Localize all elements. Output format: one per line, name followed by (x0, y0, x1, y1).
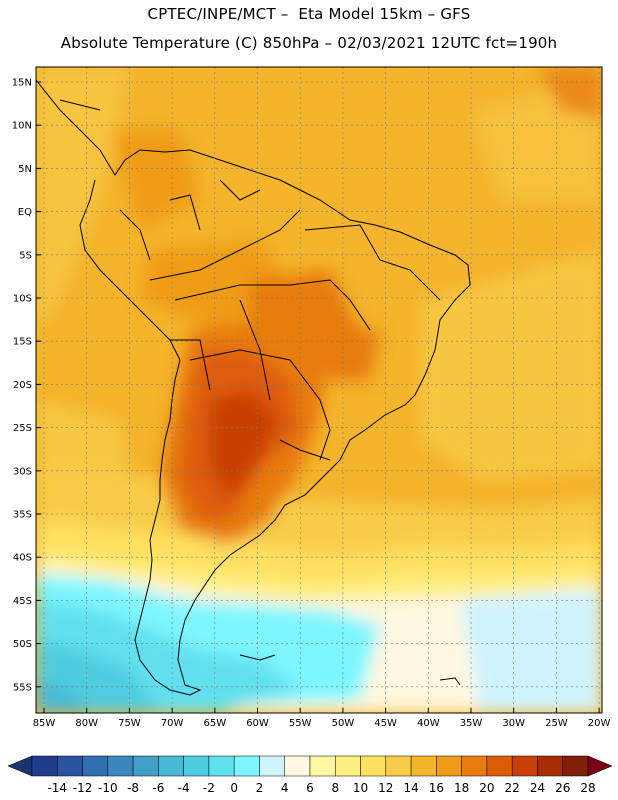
lon-tick-label: 75W (118, 718, 141, 729)
lon-tick-label: 65W (203, 718, 226, 729)
colorbar-label: 10 (353, 781, 368, 795)
map-subtitle: Absolute Temperature (C) 850hPa – 02/03/… (60, 34, 558, 52)
lon-tick-label: 20W (588, 718, 611, 729)
lat-tick-label: 35S (13, 510, 32, 521)
colorbar-swatch (309, 755, 336, 777)
colorbar-label: -14 (47, 781, 67, 795)
colorbar-label: 8 (331, 781, 339, 795)
colorbar-label: 0 (230, 781, 238, 795)
colorbar-swatch (82, 755, 109, 777)
colorbar-label: -2 (203, 781, 215, 795)
colorbar-swatch (360, 755, 387, 777)
colorbar-label: 26 (555, 781, 570, 795)
colorbar-swatch (511, 755, 538, 777)
colorbar-label: 28 (580, 781, 595, 795)
map-frame (35, 66, 603, 714)
colorbar-swatch (410, 755, 437, 777)
colorbar-swatch (385, 755, 412, 777)
colorbar-swatch (183, 755, 210, 777)
colorbar-label: 12 (378, 781, 393, 795)
lon-tick-label: 70W (161, 718, 184, 729)
colorbar-label: -4 (178, 781, 190, 795)
colorbar-label: 24 (530, 781, 545, 795)
colorbar-swatch (107, 755, 134, 777)
lat-tick-label: 15N (12, 78, 32, 89)
lon-tick-label: 35W (460, 718, 483, 729)
lat-tick-label: 5S (19, 250, 32, 261)
colorbar-label: 2 (256, 781, 264, 795)
lon-tick-label: 60W (246, 718, 269, 729)
longitude-axis: 85W 80W 75W 70W 65W 60W 55W 50W 45W 40W 35W 30W 25W 2… (33, 708, 611, 729)
colorbar-swatch (284, 755, 311, 777)
lon-tick-label: 55W (289, 718, 312, 729)
colorbar-low-arrow (7, 755, 33, 777)
colorbar-label: -12 (73, 781, 93, 795)
map-title: CPTEC/INPE/MCT – Eta Model 15km – GFS (147, 5, 471, 23)
lon-tick-label: 80W (75, 718, 98, 729)
colorbar-label: 22 (505, 781, 520, 795)
colorbar-label: 4 (281, 781, 289, 795)
lat-tick-label: 55S (13, 682, 32, 693)
colorbar-label: 18 (454, 781, 469, 795)
colorbar-label: -8 (127, 781, 139, 795)
colorbar-swatch (31, 755, 58, 777)
colorbar-label: 16 (429, 781, 444, 795)
lon-tick-label: 85W (33, 718, 56, 729)
lat-tick-label: 20S (13, 380, 32, 391)
colorbar-label: 14 (403, 781, 418, 795)
coastlines (36, 79, 471, 696)
lat-tick-label: 15S (13, 337, 32, 348)
colorbar-label: -10 (98, 781, 118, 795)
lat-tick-label: 10S (13, 294, 32, 305)
colorbar-swatch (335, 755, 361, 777)
latitude-axis: 15N 10N 5N EQ 5S 10S 15S 20S 25S 30S 35S 40S 45S 50S 5… (12, 78, 41, 693)
colorbar-swatch (259, 755, 285, 777)
lat-tick-label: 45S (13, 596, 32, 607)
colorbar-label: 6 (306, 781, 314, 795)
lon-tick-label: 50W (332, 718, 355, 729)
lat-tick-label: 25S (13, 423, 32, 434)
lon-tick-label: 40W (417, 718, 440, 729)
colorbar-swatch (486, 755, 513, 777)
colorbar-swatch (537, 755, 563, 777)
colorbar-swatch (158, 755, 184, 777)
colorbar-swatch (461, 755, 488, 777)
lat-tick-label: 50S (13, 639, 32, 650)
colorbar-label: -6 (152, 781, 164, 795)
lat-tick-label: 10N (12, 121, 32, 132)
lon-tick-label: 30W (502, 718, 525, 729)
temperature-field (36, 67, 602, 713)
colorbar-swatch (208, 755, 235, 777)
colorbar-swatch (57, 755, 83, 777)
lat-tick-label: EQ (18, 207, 32, 218)
lat-tick-label: 40S (13, 553, 32, 564)
colorbar-swatch (233, 755, 260, 777)
colorbar-swatch (562, 755, 589, 777)
colorbar-label: 20 (479, 781, 494, 795)
lon-tick-label: 45W (374, 718, 397, 729)
colorbar: -14 -12 -10 -8 -6 -4 -2 0 2 4 6 8 10 12 14 16 18 20 22 24 26… (7, 755, 613, 795)
lon-tick-label: 25W (545, 718, 568, 729)
lat-tick-label: 30S (13, 466, 32, 477)
colorbar-high-arrow (587, 755, 613, 777)
lat-tick-label: 5N (18, 164, 32, 175)
colorbar-swatch (132, 755, 159, 777)
graticule (36, 67, 602, 713)
colorbar-swatch (436, 755, 462, 777)
